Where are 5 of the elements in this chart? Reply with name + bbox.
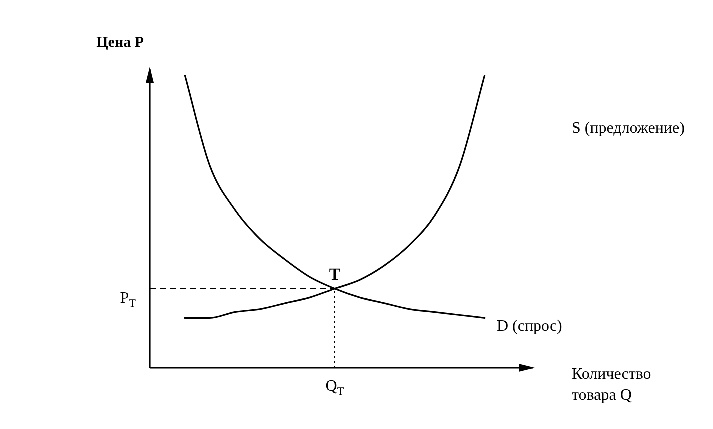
series-label: D (спрос) bbox=[497, 318, 562, 336]
x-axis-title: Количество товара Q bbox=[572, 366, 652, 404]
annotation: T bbox=[329, 264, 342, 284]
text: S (предложение) bbox=[572, 120, 685, 137]
y-axis-title: Цена P bbox=[96, 35, 144, 51]
